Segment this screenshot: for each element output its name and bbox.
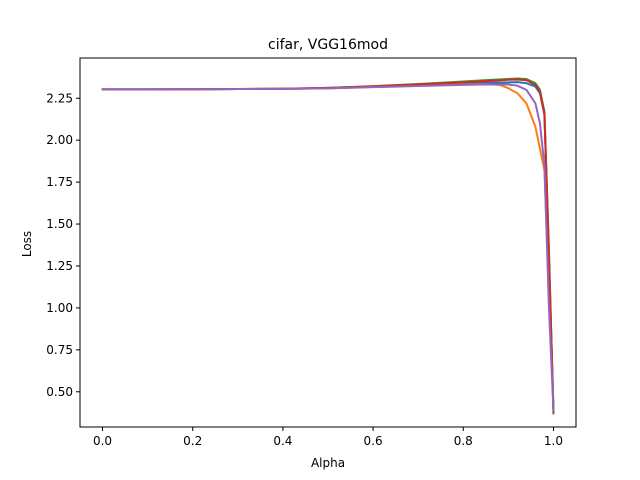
y-tick-label: 1.25 — [46, 259, 73, 273]
x-tick-label: 1.0 — [544, 434, 563, 448]
y-tick-label: 2.25 — [46, 91, 73, 105]
y-tick-label: 1.50 — [46, 217, 73, 231]
y-axis-label: Loss — [20, 231, 34, 257]
y-tick-label: 1.75 — [46, 175, 73, 189]
axes-layer: 0.0 0.2 0.4 0.6 0.8 1.0 0.50 0.75 1.00 1.25 1.50 1.… — [46, 57, 577, 448]
x-axis-label: Alpha — [311, 456, 345, 470]
y-tick-label: 0.75 — [46, 343, 73, 357]
x-tick-label: 0.4 — [273, 434, 292, 448]
y-tick-label: 2.00 — [46, 133, 73, 147]
x-tick-label: 0.6 — [364, 434, 383, 448]
x-tick-label: 0.8 — [454, 434, 473, 448]
series-line-5 — [101, 83, 555, 412]
y-tick-label: 0.50 — [46, 385, 73, 399]
x-tick-label: 0.0 — [93, 434, 112, 448]
plot-frame — [79, 57, 577, 428]
series-layer — [101, 77, 555, 415]
x-tick-label: 0.2 — [183, 434, 202, 448]
y-tick-label: 1.00 — [46, 301, 73, 315]
chart-title: cifar, VGG16mod — [268, 37, 388, 53]
